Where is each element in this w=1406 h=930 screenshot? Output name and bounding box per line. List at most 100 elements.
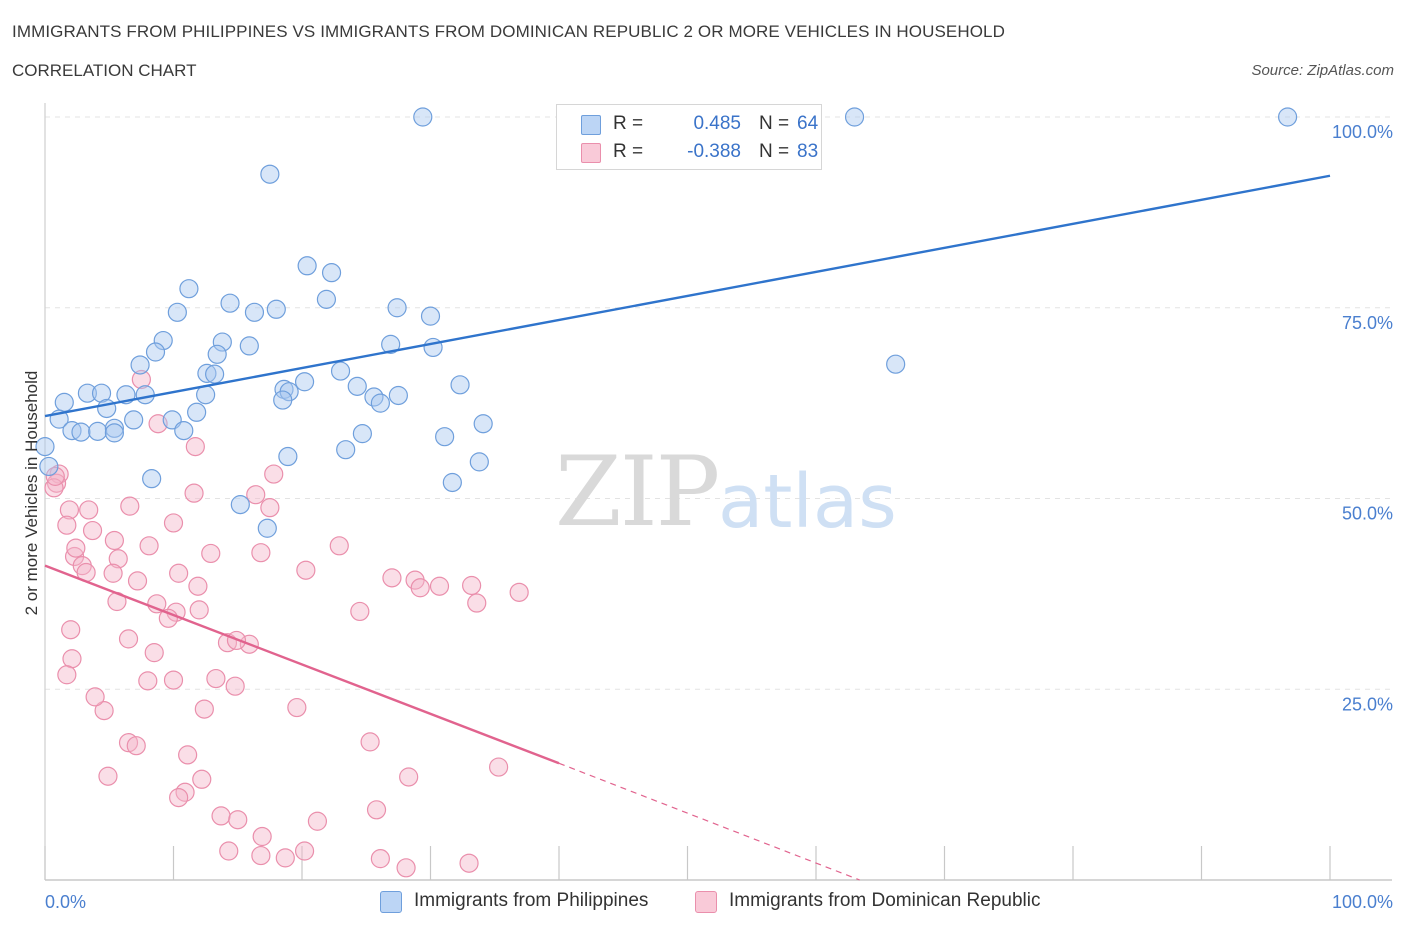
philippines-point — [244, 302, 265, 322]
philippines-point — [316, 289, 337, 309]
dominican-point — [296, 560, 316, 580]
philippines-point — [844, 107, 865, 127]
dominican-trendline-extension — [558, 762, 860, 881]
dominican-point — [462, 575, 482, 596]
n-value: 83 — [797, 141, 819, 162]
dominican-point — [251, 845, 271, 866]
dominican-point — [307, 811, 328, 831]
philippines-point — [336, 440, 356, 460]
dominican-point — [82, 520, 103, 541]
dominican-point — [459, 853, 479, 873]
chart-title: IMMIGRANTS FROM PHILIPPINES VS IMMIGRANT… — [12, 22, 1005, 41]
dominican-point — [178, 745, 198, 765]
dominican-point — [184, 483, 204, 503]
dominican-point — [467, 593, 487, 613]
x-tick-label: 0.0% — [45, 892, 86, 912]
legend-label-philippines: Immigrants from Philippines — [414, 890, 649, 911]
dominican-point — [118, 629, 139, 649]
philippines-point — [212, 332, 232, 352]
y-tick-label: 25.0% — [1342, 694, 1393, 714]
philippines-point — [187, 402, 207, 422]
r-label: R = — [613, 113, 644, 134]
philippines-point — [54, 392, 74, 412]
philippines-point — [77, 383, 98, 403]
dominican-point — [275, 848, 295, 868]
philippines-point — [104, 423, 124, 443]
philippines-point — [88, 421, 108, 441]
philippines-point — [347, 376, 367, 396]
dominican-point — [188, 576, 208, 596]
dominican-point — [79, 500, 99, 520]
dominican-swatch — [581, 143, 601, 163]
dominican-point — [370, 849, 390, 869]
dominican-point — [169, 563, 189, 583]
legend-swatch-dominican — [695, 891, 717, 913]
r-label: R = — [613, 141, 644, 162]
philippines-point — [142, 469, 162, 489]
dominican-point — [489, 757, 509, 777]
dominican-point — [57, 515, 77, 535]
philippines-swatch — [581, 115, 601, 135]
legend-label-dominican: Immigrants from Dominican Republic — [729, 890, 1041, 911]
philippines-point — [197, 363, 217, 383]
philippines-point — [442, 472, 462, 493]
watermark: ZIP atlas — [555, 436, 897, 548]
philippines-point — [230, 495, 250, 515]
philippines-point — [387, 298, 407, 318]
y-tick-label: 100.0% — [1332, 122, 1393, 142]
n-label: N = — [759, 113, 790, 134]
dominican-point — [126, 736, 146, 756]
dominican-point — [45, 466, 65, 486]
trendlines — [44, 174, 1331, 881]
philippines-point — [124, 410, 144, 430]
watermark-zip: ZIP — [555, 436, 718, 548]
r-value: -0.388 — [687, 141, 741, 162]
dominican-point — [57, 665, 77, 685]
philippines-trendline — [44, 174, 1331, 418]
y-tick-label: 50.0% — [1342, 504, 1393, 524]
source-label: Source: ZipAtlas.com — [1251, 62, 1394, 79]
dominican-point — [163, 513, 184, 533]
dominican-point — [251, 543, 271, 563]
philippines-point — [205, 364, 225, 384]
dominican-point — [211, 806, 231, 826]
philippines-point — [370, 393, 390, 413]
philippines-points — [35, 107, 1298, 538]
philippines-point — [278, 446, 298, 467]
tick-labels: 25.0% 50.0% 75.0% 100.0% 0.0% 100.0% — [45, 122, 1393, 912]
philippines-point — [257, 518, 277, 538]
dominican-trendline — [44, 564, 560, 765]
dominican-point — [201, 543, 221, 564]
philippines-point — [174, 420, 194, 441]
dominican-point — [163, 670, 184, 690]
dominican-point — [131, 369, 151, 390]
philippines-point — [266, 299, 286, 319]
dominican-point — [410, 578, 430, 598]
philippines-point — [886, 354, 906, 374]
dominican-point — [185, 437, 205, 457]
dominican-point — [429, 576, 450, 596]
r-value: 0.485 — [693, 113, 741, 134]
philippines-point — [145, 342, 166, 362]
philippines-point — [179, 279, 199, 299]
dominican-point — [127, 571, 148, 591]
philippines-point — [435, 427, 455, 447]
philippines-point — [35, 437, 55, 457]
philippines-point — [473, 414, 493, 434]
dominican-point — [85, 687, 105, 707]
dominican-point — [118, 733, 139, 753]
philippines-point — [71, 422, 91, 442]
dominican-point — [104, 530, 124, 551]
philippines-point — [352, 424, 372, 444]
n-label: N = — [759, 141, 790, 162]
chart-subtitle: CORRELATION CHART — [12, 61, 197, 80]
philippines-point — [91, 383, 112, 403]
legend-swatch-philippines — [380, 891, 402, 913]
y-tick-label: 75.0% — [1342, 313, 1393, 333]
philippines-point — [469, 452, 489, 472]
dominican-point — [228, 810, 248, 830]
philippines-point — [167, 302, 187, 322]
dominican-point — [350, 601, 370, 622]
dominican-point — [138, 671, 158, 691]
philippines-point — [413, 107, 433, 127]
